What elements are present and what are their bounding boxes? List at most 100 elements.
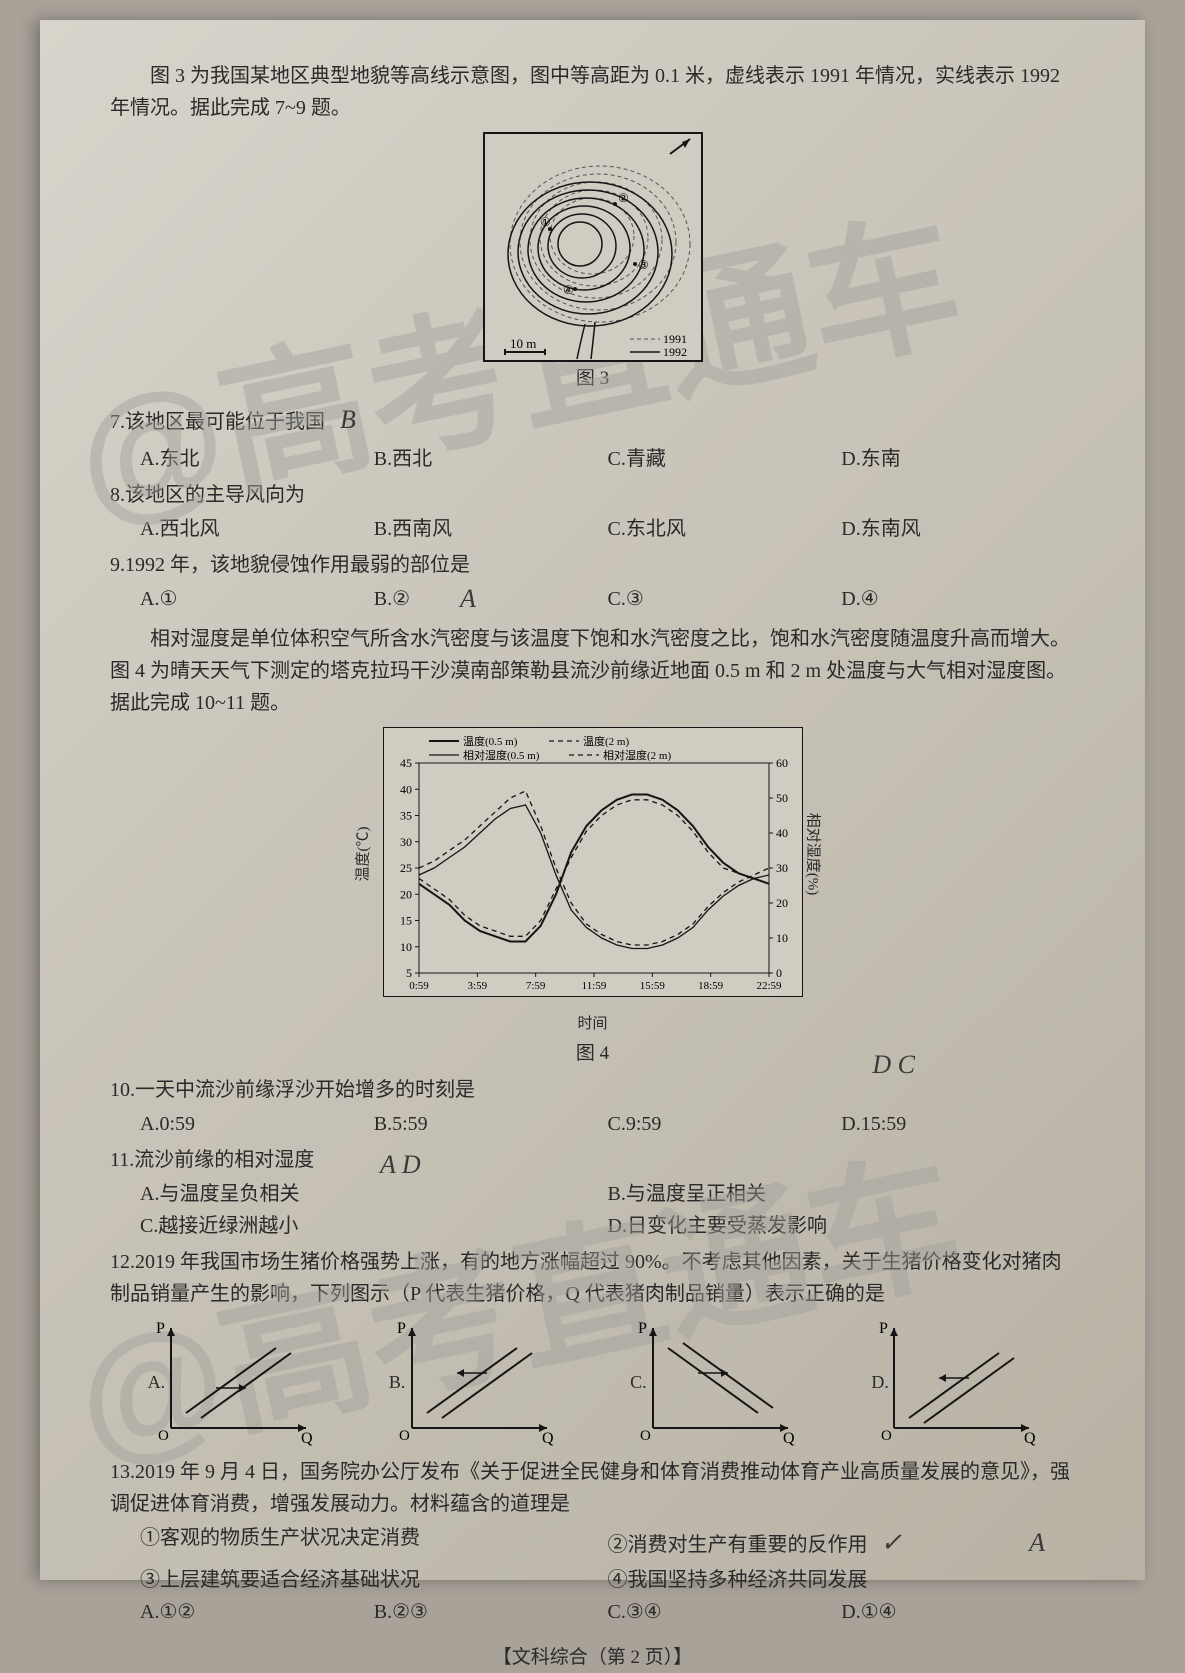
svg-text:O: O: [399, 1428, 410, 1444]
q7-opt-c: C.青藏: [608, 443, 842, 475]
q12-graph-b: P Q O B.: [387, 1318, 557, 1448]
q11-handwriting: A D: [380, 1144, 421, 1186]
svg-text:0:59: 0:59: [409, 980, 429, 992]
q12-label-d: D.: [871, 1368, 889, 1397]
q9-stem: 9.1992 年，该地貌侵蚀作用最弱的部位是: [110, 554, 470, 576]
q13-opt-c: C.③④: [608, 1596, 842, 1628]
svg-text:相对湿度(2 m): 相对湿度(2 m): [603, 748, 671, 762]
figure-4: 5101520253035404501020304050600:593:597:…: [110, 727, 1075, 1069]
q8-opt-d: D.东南风: [841, 513, 1075, 545]
svg-text:相对湿度(0.5 m): 相对湿度(0.5 m): [463, 748, 540, 762]
q8-opt-a: A.西北风: [140, 513, 374, 545]
q13-check: ✓: [881, 1528, 903, 1557]
svg-text:35: 35: [400, 808, 412, 822]
q9-opt-c: C.③: [608, 583, 842, 615]
svg-text:45: 45: [400, 756, 412, 770]
q10-opt-b: B.5:59: [374, 1108, 608, 1140]
figure-3-caption: 图 3: [483, 364, 703, 394]
q10-opt-a: A.0:59: [140, 1108, 374, 1140]
svg-text:30: 30: [776, 861, 788, 875]
q9-opt-a: A.①: [140, 583, 374, 615]
svg-text:15:59: 15:59: [639, 980, 665, 992]
q7-handwriting: B: [340, 405, 356, 434]
svg-text:40: 40: [400, 782, 412, 796]
question-12: 12.2019 年我国市场生猪价格强势上涨，有的地方涨幅超过 90%。不考虑其他…: [110, 1246, 1075, 1310]
q11-opt-a: A.与温度呈负相关: [140, 1178, 608, 1210]
exam-page: @高考直通车 @高考直通车 图 3 为我国某地区典型地貌等高线示意图，图中等高距…: [40, 20, 1145, 1580]
svg-text:②: ②: [618, 191, 629, 205]
svg-text:25: 25: [400, 861, 412, 875]
q7-opt-d: D.东南: [841, 443, 1075, 475]
q7-stem: 7.该地区最可能位于我国: [110, 411, 325, 433]
q10-opt-d: D.15:59: [841, 1108, 1075, 1140]
svg-text:5: 5: [406, 966, 412, 980]
page-footer: 【文科综合（第 2 页）】: [110, 1643, 1075, 1673]
svg-text:④: ④: [563, 283, 574, 297]
q11-stem: 11.流沙前缘的相对湿度: [110, 1149, 314, 1171]
q13-item-2: ②消费对生产有重要的反作用 ✓: [608, 1522, 1076, 1564]
q9-handwriting: A: [460, 578, 476, 620]
q11-opt-c: C.越接近绿洲越小: [140, 1210, 608, 1242]
svg-text:O: O: [881, 1428, 892, 1444]
svg-text:O: O: [158, 1428, 169, 1444]
q12-label-b: B.: [389, 1368, 406, 1397]
temp-humidity-chart-svg: 5101520253035404501020304050600:593:597:…: [384, 728, 804, 998]
q10-opt-c: C.9:59: [608, 1108, 842, 1140]
svg-text:①: ①: [540, 215, 551, 229]
q8-opt-c: C.东北风: [608, 513, 842, 545]
svg-text:10: 10: [776, 931, 788, 945]
q13-item-3: ③上层建筑要适合经济基础状况: [140, 1564, 608, 1596]
q13-opt-d: D.①④: [841, 1596, 1075, 1628]
svg-text:30: 30: [400, 835, 412, 849]
figure-3: ① ② ③ ④ 10 m 1991 1992 图 3: [110, 132, 1075, 394]
svg-text:10: 10: [400, 940, 412, 954]
svg-text:Q: Q: [301, 1430, 313, 1447]
q12-label-c: C.: [630, 1368, 647, 1397]
contour-map-svg: ① ② ③ ④ 10 m 1991 1992: [485, 134, 705, 364]
svg-text:P: P: [156, 1320, 165, 1337]
svg-text:③: ③: [638, 258, 649, 272]
svg-text:P: P: [397, 1320, 406, 1337]
question-8: 8.该地区的主导风向为: [110, 479, 1075, 511]
q11-opt-d: D.日变化主要受蒸发影响: [608, 1210, 1076, 1242]
svg-text:Q: Q: [783, 1430, 795, 1447]
svg-text:P: P: [638, 1320, 647, 1337]
q13-opt-a: A.①②: [140, 1596, 374, 1628]
q12-graph-d: P Q O D.: [869, 1318, 1039, 1448]
svg-text:20: 20: [776, 896, 788, 910]
q12-label-a: A.: [148, 1368, 166, 1397]
question-10: 10.一天中流沙前缘浮沙开始增多的时刻是 D C: [110, 1074, 1075, 1106]
q13-item-4: ④我国坚持多种经济共同发展: [608, 1564, 1076, 1596]
svg-text:1991: 1991: [663, 332, 687, 346]
q7-opt-a: A.东北: [140, 443, 374, 475]
svg-text:温度(0.5 m): 温度(0.5 m): [463, 734, 518, 748]
q10-stem: 10.一天中流沙前缘浮沙开始增多的时刻是: [110, 1079, 475, 1101]
q13-item-1: ①客观的物质生产状况决定消费: [140, 1522, 608, 1564]
question-7: 7.该地区最可能位于我国 B: [110, 399, 1075, 441]
svg-text:Q: Q: [1024, 1430, 1036, 1447]
x-axis-label: 时间: [577, 1012, 607, 1036]
y2-axis-label: 相对湿度(%): [800, 813, 824, 896]
svg-text:0: 0: [776, 966, 782, 980]
svg-text:温度(2 m): 温度(2 m): [583, 734, 629, 748]
q12-graphs: P Q O A. P Q O: [110, 1318, 1075, 1448]
q13-opt-b: B.②③: [374, 1596, 608, 1628]
svg-text:18:59: 18:59: [698, 980, 724, 992]
svg-text:40: 40: [776, 826, 788, 840]
svg-text:O: O: [640, 1428, 651, 1444]
q9-opt-b: B.②: [374, 583, 608, 615]
q7-opt-b: B.西北: [374, 443, 608, 475]
y1-axis-label: 温度(℃): [351, 826, 375, 881]
svg-text:1992: 1992: [663, 345, 687, 359]
intro-q7-9: 图 3 为我国某地区典型地貌等高线示意图，图中等高距为 0.1 米，虚线表示 1…: [110, 60, 1075, 124]
figure-4-caption: 图 4: [383, 1039, 803, 1069]
question-11: 11.流沙前缘的相对湿度 A D: [110, 1144, 1075, 1176]
svg-text:3:59: 3:59: [467, 980, 487, 992]
svg-text:11:59: 11:59: [581, 980, 606, 992]
svg-text:Q: Q: [542, 1430, 554, 1447]
question-13: 13.2019 年 9 月 4 日，国务院办公厅发布《关于促进全民健身和体育消费…: [110, 1456, 1075, 1520]
svg-text:P: P: [879, 1320, 888, 1337]
q12-graph-a: P Q O A.: [146, 1318, 316, 1448]
svg-text:22:59: 22:59: [756, 980, 782, 992]
intro-q10-11: 相对湿度是单位体积空气所含水汽密度与该温度下饱和水汽密度之比，饱和水汽密度随温度…: [110, 623, 1075, 719]
